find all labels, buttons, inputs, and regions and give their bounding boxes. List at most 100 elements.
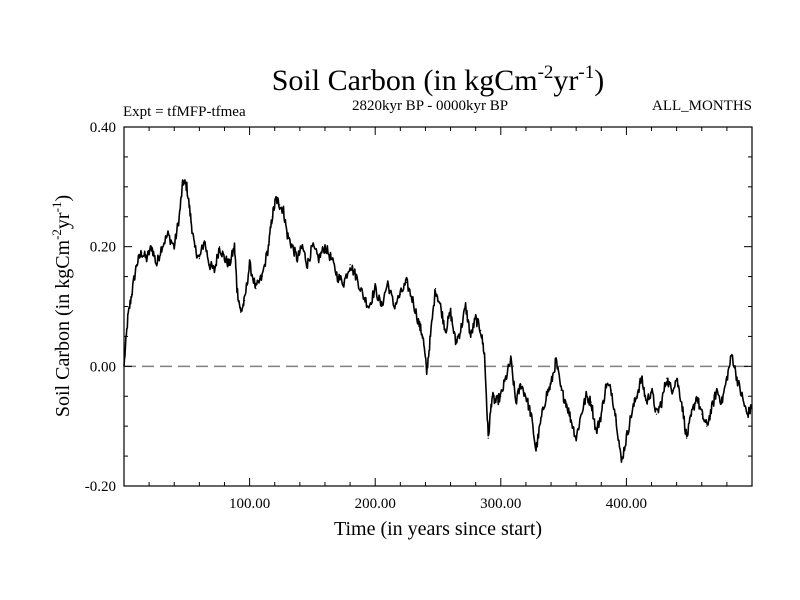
experiment-label: Expt = tfMFP-tfmea [123, 104, 246, 120]
data-point [570, 419, 572, 421]
data-point [491, 395, 493, 397]
data-point [696, 395, 698, 397]
data-point [605, 383, 607, 385]
x-tick-label: 400.00 [606, 496, 647, 512]
data-point [630, 413, 633, 415]
axis-ticks-group: 100.00 200.00 300.00 400.00 0.40 0.20 0.00 -0.2… [85, 120, 752, 512]
data-point [240, 311, 242, 314]
data-point [540, 419, 542, 421]
data-point [585, 395, 587, 397]
data-point [228, 264, 231, 266]
data-point [123, 365, 125, 367]
data-point [439, 305, 442, 308]
data-point [182, 180, 184, 182]
data-point [213, 270, 215, 272]
data-point [731, 353, 733, 355]
data-point [635, 395, 638, 397]
data-point [515, 401, 517, 403]
data-point [249, 264, 251, 266]
data-point [203, 240, 205, 242]
data-point [450, 311, 452, 314]
y-tick-label: 0.00 [90, 359, 116, 375]
data-point [167, 234, 169, 236]
y-axis-label: Soil Carbon (in kgCm-2yr-1) [49, 195, 74, 417]
data-point [434, 288, 437, 290]
data-point [267, 246, 269, 248]
data-point [746, 413, 748, 415]
data-point [470, 335, 472, 337]
data-point [575, 437, 577, 439]
data-point [380, 305, 383, 308]
data-point [600, 413, 602, 415]
data-point [686, 437, 688, 439]
data-point [505, 377, 507, 379]
data-point [726, 377, 728, 379]
plot-frame [123, 126, 753, 487]
data-point [136, 264, 138, 266]
data-point [701, 413, 703, 415]
data-point [661, 401, 663, 403]
data-point [530, 413, 532, 415]
data-point [208, 264, 210, 266]
data-point [545, 395, 547, 397]
data-point [223, 258, 226, 260]
data-point [198, 258, 200, 260]
series-line [123, 179, 753, 463]
data-point [279, 204, 281, 206]
data-point [565, 401, 567, 403]
data-point [362, 293, 364, 296]
data-point [301, 246, 303, 248]
data-point [275, 198, 277, 200]
y-tick-label: -0.20 [85, 479, 116, 495]
data-point [190, 216, 192, 218]
y-tick-label: 0.20 [90, 240, 116, 256]
data-point [645, 401, 648, 403]
data-point [520, 383, 522, 385]
data-point [625, 437, 628, 439]
data-point [691, 413, 693, 415]
data-point [255, 288, 257, 290]
data-point [595, 431, 597, 433]
data-point [393, 305, 395, 308]
data-point [741, 395, 743, 397]
data-point [671, 389, 673, 391]
data-point [550, 383, 552, 385]
data-point [296, 258, 298, 260]
data-point [555, 359, 557, 361]
data-point [261, 276, 263, 278]
data-point [127, 317, 129, 320]
months-label: ALL_MONTHS [652, 98, 752, 114]
data-point [580, 413, 582, 415]
data-point [666, 377, 668, 379]
data-point [156, 264, 158, 266]
data-point [218, 246, 221, 248]
data-point [282, 210, 285, 212]
data-point [721, 401, 723, 403]
data-point [271, 216, 273, 218]
data-point [560, 389, 562, 391]
data-point [236, 288, 238, 290]
data-point [681, 401, 683, 403]
series-group [123, 179, 753, 463]
data-point [406, 282, 408, 284]
data-point [343, 282, 345, 284]
data-point [460, 329, 462, 331]
data-point [483, 353, 486, 355]
data-point [475, 317, 477, 320]
data-point [510, 359, 512, 361]
data-point [655, 413, 658, 415]
y-tick-label: 0.40 [90, 120, 116, 136]
data-point [368, 305, 370, 308]
data-point [173, 246, 175, 248]
data-point [324, 246, 326, 248]
data-point [455, 341, 457, 343]
data-point [525, 395, 527, 397]
data-point [711, 407, 713, 409]
data-point [318, 258, 320, 260]
data-point [161, 246, 163, 248]
data-point [736, 377, 738, 379]
data-point [444, 329, 447, 331]
x-tick-label: 300.00 [480, 496, 521, 512]
data-point [716, 389, 718, 391]
data-point [412, 299, 414, 302]
